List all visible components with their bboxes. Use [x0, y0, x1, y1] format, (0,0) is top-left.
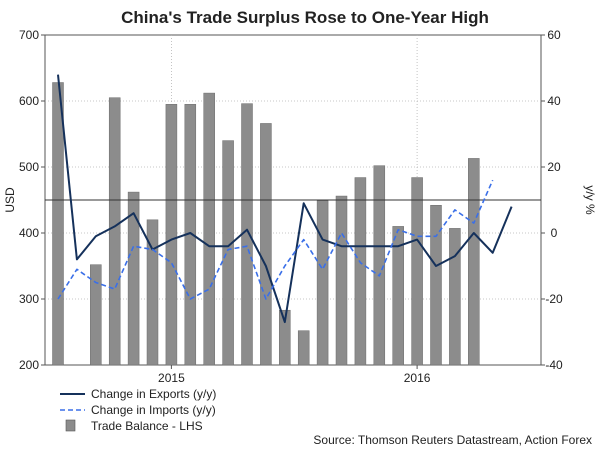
- trade-balance-bar: [108, 97, 121, 366]
- trade-balance-bar: [335, 195, 348, 366]
- trade-balance-bar: [90, 264, 102, 366]
- trade-balance-bar: [52, 82, 64, 366]
- legend-trade-swatch: [65, 419, 76, 432]
- legend: Change in Exports (y/y) Change in Import…: [60, 387, 216, 433]
- left-tick-label: 300: [19, 292, 39, 306]
- trade-balance-bar: [279, 309, 291, 366]
- left-tick-label: 400: [19, 226, 39, 240]
- imports-line: [57, 179, 494, 300]
- right-tick-label: 40: [547, 94, 561, 108]
- trade-balance-bar: [165, 104, 178, 366]
- x-axis-ticks: 2015 2016: [158, 365, 431, 385]
- trade-balance-bar: [297, 330, 310, 366]
- right-tick-label: 0: [551, 226, 558, 240]
- legend-exports-label: Change in Exports (y/y): [91, 387, 216, 401]
- legend-trade-label: Trade Balance - LHS: [91, 419, 203, 433]
- bars: [52, 82, 480, 366]
- exports-line: [57, 74, 513, 324]
- left-tick-label: 500: [19, 160, 39, 174]
- right-tick-label: -20: [545, 292, 563, 306]
- left-tick-label: 200: [19, 358, 39, 372]
- right-tick-label: 20: [547, 160, 561, 174]
- trade-balance-bar: [203, 92, 215, 366]
- legend-imports-label: Change in Imports (y/y): [91, 403, 216, 417]
- y-axis-label: USD: [3, 187, 17, 213]
- trade-balance-bar: [449, 228, 461, 366]
- right-axis-ticks: -40 -20 0 20 40 60: [541, 28, 563, 372]
- y2-axis-label: y/y %: [583, 185, 597, 215]
- x-tick-label: 2016: [404, 371, 431, 385]
- chart-title: China's Trade Surplus Rose to One-Year H…: [121, 8, 489, 27]
- right-tick-label: -40: [545, 358, 563, 372]
- trade-balance-bar: [430, 205, 442, 366]
- trade-balance-bar: [392, 226, 404, 366]
- trade-balance-bar: [468, 158, 480, 366]
- trade-balance-bar: [260, 123, 272, 366]
- x-tick-label: 2015: [158, 371, 185, 385]
- trade-balance-bar: [146, 219, 159, 366]
- trade-balance-bar: [373, 165, 386, 366]
- trade-balance-bar: [411, 177, 423, 366]
- trade-balance-bar: [222, 140, 234, 366]
- trade-balance-bar: [316, 200, 329, 366]
- series-lines: [57, 74, 513, 324]
- left-axis-ticks: 200 300 400 500 600 700: [19, 28, 45, 372]
- trade-balance-bar: [354, 177, 367, 366]
- left-tick-label: 600: [19, 94, 39, 108]
- trade-balance-bar: [127, 191, 140, 366]
- right-tick-label: 60: [547, 28, 561, 42]
- left-tick-label: 700: [19, 28, 39, 42]
- source-note: Source: Thomson Reuters Datastream, Acti…: [313, 433, 592, 447]
